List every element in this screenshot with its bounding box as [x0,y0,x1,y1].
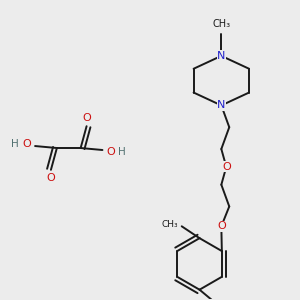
Text: CH₃: CH₃ [212,19,230,29]
Text: H: H [118,147,126,157]
Text: O: O [46,173,55,183]
Text: O: O [217,221,226,231]
Text: O: O [222,162,231,172]
Text: O: O [82,113,91,123]
Text: N: N [217,100,226,110]
Text: CH₃: CH₃ [161,220,178,229]
Text: O: O [23,139,32,149]
Text: O: O [106,147,115,157]
Text: N: N [217,51,226,61]
Text: H: H [11,139,19,149]
